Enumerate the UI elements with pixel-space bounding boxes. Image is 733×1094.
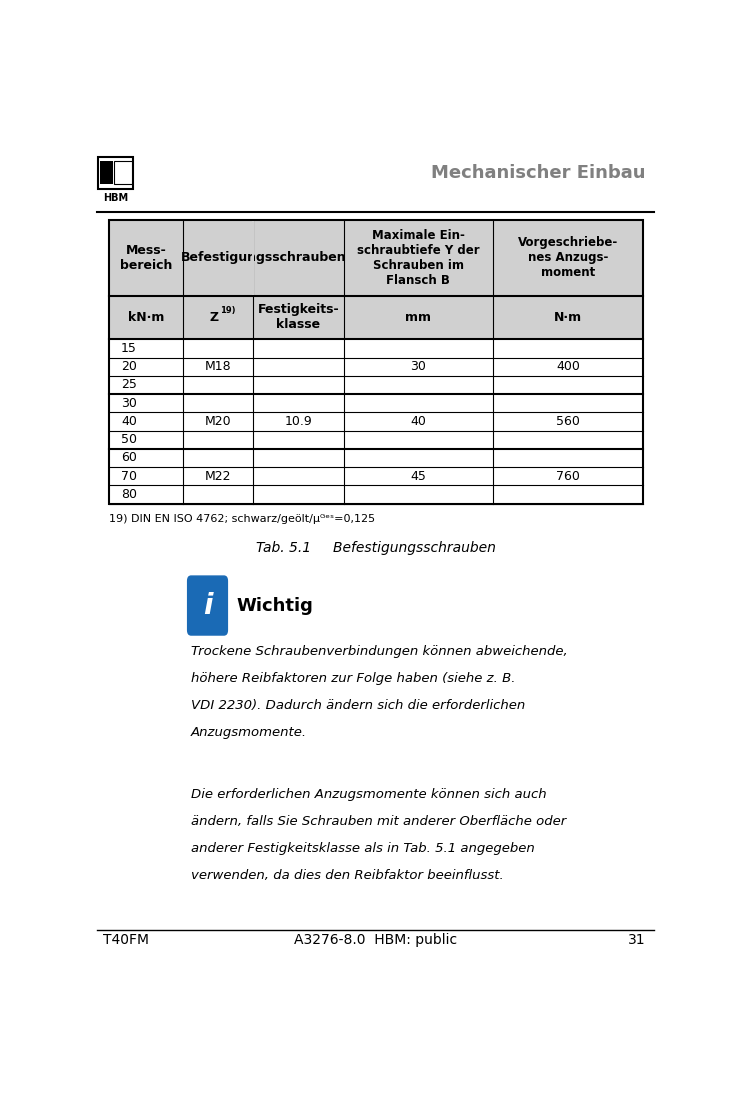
Text: 40: 40 [121,415,137,428]
Text: 45: 45 [410,469,427,482]
Text: 50: 50 [121,433,137,446]
Text: 20: 20 [121,360,137,373]
Text: M20: M20 [205,415,232,428]
Text: 40: 40 [410,415,427,428]
Text: Trockene Schraubenverbindungen können abweichende,: Trockene Schraubenverbindungen können ab… [191,645,568,659]
Text: 760: 760 [556,469,580,482]
Bar [114,161,132,185]
Text: verwenden, da dies den Reibfaktor beeinflusst.: verwenden, da dies den Reibfaktor beeinf… [191,870,504,882]
Text: mm: mm [405,311,432,324]
Text: 80: 80 [121,488,137,501]
Text: höhere Reibfaktoren zur Folge haben (siehe z. B.: höhere Reibfaktoren zur Folge haben (sie… [191,672,515,685]
Text: Befestigungsschrauben: Befestigungsschrauben [181,252,346,264]
Text: M18: M18 [205,360,232,373]
Bar [251,221,254,294]
Text: 19): 19) [220,306,235,315]
Text: 15: 15 [121,342,137,354]
Text: anderer Festigkeitsklasse als in Tab. 5.1 angegeben: anderer Festigkeitsklasse als in Tab. 5.… [191,842,535,856]
Text: 30: 30 [121,397,137,410]
Text: 560: 560 [556,415,580,428]
FancyBboxPatch shape [188,577,227,635]
Text: 25: 25 [121,379,137,392]
Text: i: i [203,592,213,619]
Bar [108,295,643,339]
Text: Mechanischer Einbau: Mechanischer Einbau [431,164,646,182]
Text: T40FM: T40FM [103,933,149,947]
Text: Tab. 5.1     Befestigungsschrauben: Tab. 5.1 Befestigungsschrauben [256,540,496,555]
Text: 400: 400 [556,360,580,373]
Text: Wichtig: Wichtig [237,596,314,615]
Text: Mess-
bereich: Mess- bereich [120,244,172,271]
Text: Maximale Ein-
schraubtiefe Y der
Schrauben im
Flansch B: Maximale Ein- schraubtiefe Y der Schraub… [357,229,479,287]
Text: 10.9: 10.9 [284,415,312,428]
Text: 60: 60 [121,452,137,465]
Text: 19) DIN EN ISO 4762; schwarz/geölt/μᴳᵉˢ=0,125: 19) DIN EN ISO 4762; schwarz/geölt/μᴳᵉˢ=… [108,514,375,524]
Text: 31: 31 [628,933,646,947]
Text: ändern, falls Sie Schrauben mit anderer Oberfläche oder: ändern, falls Sie Schrauben mit anderer … [191,815,567,828]
Text: Vorgeschriebe-
nes Anzugs-
moment: Vorgeschriebe- nes Anzugs- moment [517,236,618,279]
Text: N·m: N·m [554,311,582,324]
Text: 30: 30 [410,360,427,373]
Text: HBM: HBM [103,193,128,202]
Text: Die erforderlichen Anzugsmomente können sich auch: Die erforderlichen Anzugsmomente können … [191,789,547,801]
Text: kN·m: kN·m [128,311,164,324]
Text: A3276-8.0  HBM: public: A3276-8.0 HBM: public [294,933,457,947]
Text: Anzugsmomente.: Anzugsmomente. [191,726,307,740]
Text: Festigkeits-
klasse: Festigkeits- klasse [257,303,339,331]
Bar [108,220,643,295]
Bar [108,220,643,503]
Bar [100,161,113,185]
Bar [98,156,133,188]
Text: Z: Z [209,311,218,324]
Text: VDI 2230). Dadurch ändern sich die erforderlichen: VDI 2230). Dadurch ändern sich die erfor… [191,699,526,712]
Text: 70: 70 [121,469,137,482]
Text: M22: M22 [205,469,232,482]
